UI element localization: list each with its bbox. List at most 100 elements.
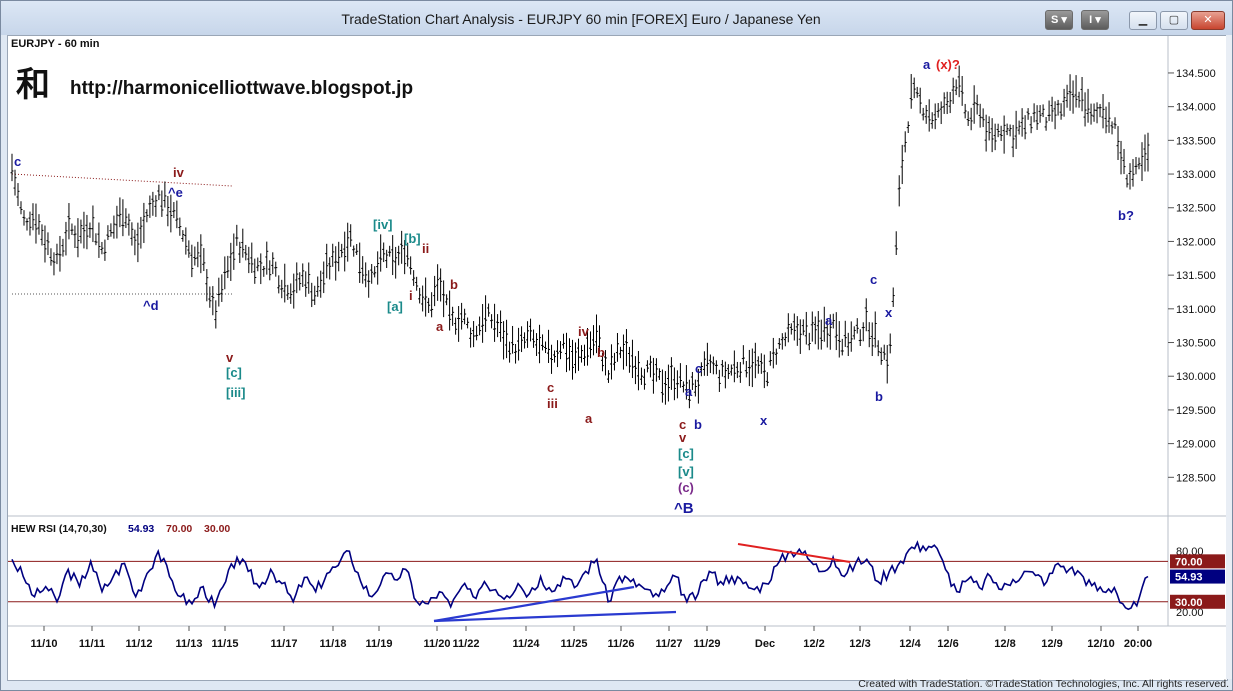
price-bar xyxy=(283,263,287,303)
price-bar xyxy=(199,234,203,274)
price-bar xyxy=(1023,115,1027,140)
price-bar xyxy=(454,317,458,335)
price-bar xyxy=(565,332,569,373)
price-bar xyxy=(933,103,937,130)
price-bar xyxy=(1053,101,1057,130)
price-bar xyxy=(571,339,575,380)
minimize-button[interactable]: ▁ xyxy=(1129,11,1157,30)
price-bar xyxy=(642,368,646,390)
price-bar xyxy=(166,196,170,227)
price-bar xyxy=(187,240,191,258)
wave-label: c xyxy=(14,154,21,169)
price-bar xyxy=(514,343,518,364)
price-bar xyxy=(993,123,997,151)
price-bar xyxy=(526,321,530,348)
price-tick-label: 131.500 xyxy=(1176,270,1216,282)
title-bar[interactable]: S ▾ I ▾ TradeStation Chart Analysis - EU… xyxy=(1,1,1232,35)
wave-label: iii xyxy=(547,396,558,411)
price-bar xyxy=(843,320,847,347)
price-bar xyxy=(124,208,128,229)
blog-url[interactable]: http://harmonicelliottwave.blogspot.jp xyxy=(70,78,413,99)
price-bar xyxy=(91,205,95,243)
wave-label: b xyxy=(694,417,702,432)
price-bar xyxy=(151,191,155,216)
time-tick-label: 12/4 xyxy=(899,638,921,650)
price-bar xyxy=(1098,103,1102,118)
price-bar xyxy=(502,321,506,360)
price-bar xyxy=(346,222,350,262)
wave-label: iv xyxy=(173,165,185,180)
price-bar xyxy=(1074,75,1078,108)
price-bar xyxy=(247,246,251,274)
price-bar xyxy=(1044,117,1048,131)
price-bar xyxy=(409,256,413,275)
price-bar xyxy=(903,131,907,153)
price-bar xyxy=(1065,84,1069,108)
price-bar xyxy=(816,311,820,350)
price-tick-label: 134.500 xyxy=(1176,68,1216,80)
price-bar xyxy=(855,318,859,334)
chart-svg[interactable]: EURJPY - 60 min 和 http://harmonicelliott… xyxy=(8,36,1227,680)
price-bar xyxy=(415,276,419,291)
price-bar xyxy=(708,354,712,374)
price-bar xyxy=(529,318,533,342)
price-bar xyxy=(981,108,985,128)
price-bar xyxy=(67,203,71,240)
price-axis-ticks: 128.500 129.000 129.500 130.000 130.500 131.0… xyxy=(1168,68,1216,484)
price-bar xyxy=(73,225,77,249)
price-bar xyxy=(508,341,512,363)
price-bar xyxy=(639,367,643,385)
price-bar xyxy=(783,332,787,347)
right-scroll-strip[interactable] xyxy=(1226,35,1232,679)
price-bar xyxy=(705,342,709,376)
price-bar xyxy=(849,321,853,352)
price-bar xyxy=(1026,108,1030,120)
bullish-divergence-line-lower xyxy=(433,610,677,623)
maximize-button[interactable]: ▢ xyxy=(1160,11,1188,30)
price-bar xyxy=(421,285,425,312)
price-bar xyxy=(975,94,979,115)
price-bar xyxy=(118,197,122,228)
price-bar xyxy=(624,329,628,367)
price-bar xyxy=(1140,142,1144,182)
price-tick-label: 131.000 xyxy=(1176,304,1216,316)
price-bar xyxy=(1002,115,1006,154)
indicator-current-box: 54.93 xyxy=(1170,569,1225,584)
price-bar xyxy=(385,249,389,268)
price-bar xyxy=(951,77,955,104)
price-bar xyxy=(723,361,727,389)
indicator-menu-button[interactable]: I ▾ xyxy=(1081,10,1109,30)
price-bar xyxy=(648,355,652,378)
price-bar xyxy=(795,316,799,346)
price-bar xyxy=(645,360,649,373)
time-tick-label: 12/2 xyxy=(803,638,824,650)
style-menu-button[interactable]: S ▾ xyxy=(1045,10,1073,30)
chart-area[interactable]: EURJPY - 60 min 和 http://harmonicelliott… xyxy=(7,35,1228,681)
price-bar xyxy=(768,351,772,366)
price-bar xyxy=(406,242,410,267)
wave-label: ^e xyxy=(168,185,183,200)
price-bar xyxy=(900,144,904,185)
price-bar xyxy=(424,277,428,317)
price-bar xyxy=(115,205,119,239)
close-button[interactable]: ✕ xyxy=(1191,11,1225,30)
price-bar xyxy=(864,298,868,332)
price-bar xyxy=(1128,163,1132,190)
price-bar xyxy=(25,218,29,231)
price-bar xyxy=(750,348,754,388)
price-bar xyxy=(888,333,892,354)
price-bar xyxy=(391,235,395,276)
footer-credit: Created with TradeStation. ©TradeStation… xyxy=(858,678,1229,690)
price-bar xyxy=(325,243,329,279)
minimize-icon: ▁ xyxy=(1138,14,1148,26)
price-bar xyxy=(1134,156,1138,175)
price-bar xyxy=(478,316,482,336)
price-tick-label: 129.000 xyxy=(1176,439,1216,451)
price-bar xyxy=(322,261,326,294)
wave-label: a xyxy=(825,313,833,328)
price-bar xyxy=(747,349,751,387)
price-bar xyxy=(184,227,188,255)
price-bar xyxy=(615,332,619,362)
price-bar xyxy=(106,225,110,241)
